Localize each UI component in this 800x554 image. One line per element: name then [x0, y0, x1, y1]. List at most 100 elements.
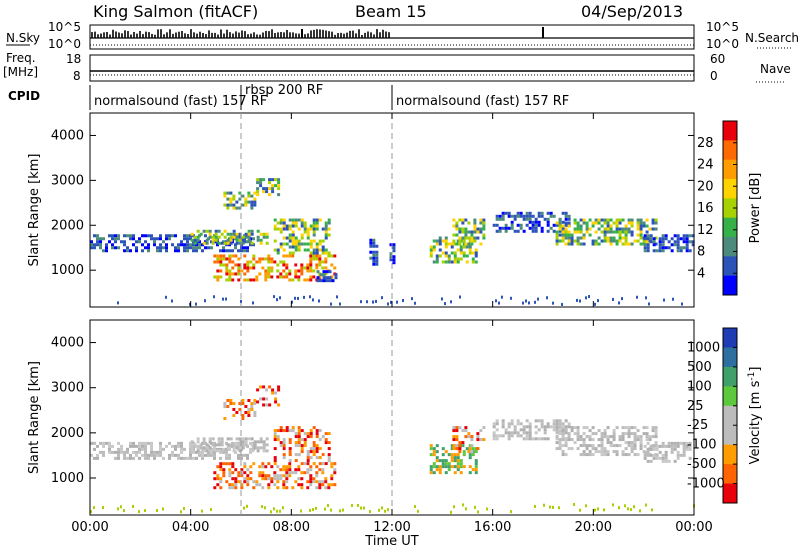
echo-cell [208, 440, 212, 444]
echo-cell [291, 275, 295, 279]
echo-cell [372, 262, 376, 266]
echo-cell [204, 240, 207, 244]
echo-cell [228, 447, 231, 451]
echo-cell [271, 190, 275, 194]
echo-cell [652, 456, 656, 460]
echo-cell [330, 477, 334, 481]
echo-cell [661, 237, 665, 241]
echo-cell [192, 243, 195, 247]
echo-cell [210, 450, 213, 454]
echo-cell [219, 462, 223, 466]
echo-cell [315, 486, 319, 490]
echo-cell [330, 269, 334, 273]
echo-cell [288, 233, 292, 237]
echo-cell [561, 438, 565, 442]
echo-cell [525, 217, 529, 221]
echo-cell [243, 465, 247, 469]
echo-cell [579, 227, 583, 231]
echo-cell [282, 447, 286, 451]
echo-cell [186, 237, 189, 241]
echo-cell [476, 230, 480, 234]
echo-cell [429, 248, 433, 252]
echo-cell [300, 486, 304, 490]
echo-cell [476, 435, 480, 439]
echo-cell [609, 236, 613, 240]
echo-cell [453, 459, 457, 463]
echo-cell [432, 462, 436, 466]
echo-cell [99, 246, 102, 250]
echo-cell [576, 426, 580, 430]
ground-scatter [594, 302, 596, 306]
echo-cell [470, 236, 474, 240]
echo-cell [256, 403, 260, 407]
echo-cell [321, 480, 325, 484]
echo-cell [435, 450, 439, 454]
echo-cell [277, 397, 281, 401]
echo-cell [189, 453, 192, 457]
echo-cell [676, 249, 680, 253]
echo-cell [447, 453, 451, 457]
echo-cell [438, 465, 442, 469]
echo-cell [464, 242, 468, 246]
echo-cell [591, 239, 595, 243]
echo-cell [244, 404, 248, 408]
echo-cell [579, 218, 583, 222]
echo-cell [582, 438, 586, 442]
echo-cell [688, 441, 692, 445]
echo-cell [327, 441, 331, 445]
echo-cell [546, 223, 550, 227]
echo-cell [285, 426, 289, 430]
echo-cell [267, 275, 271, 279]
echo-cell [482, 227, 486, 231]
echo-cell [633, 239, 637, 243]
echo-cell [522, 229, 526, 233]
echo-cell [645, 230, 649, 234]
echo-cell [303, 227, 307, 231]
echo-cell [312, 480, 316, 484]
echo-cell [645, 224, 649, 228]
echo-cell [285, 447, 289, 451]
echo-cell [132, 234, 135, 238]
echo-cell [285, 278, 289, 282]
ground-scatter [123, 509, 125, 513]
echo-cell [642, 426, 646, 430]
ground-scatter [102, 505, 104, 509]
echo-cell [297, 269, 301, 273]
echo-cell [655, 456, 659, 460]
echo-cell [243, 234, 246, 238]
echo-cell [450, 260, 454, 264]
echo-cell [168, 456, 171, 460]
echo-cell [561, 422, 565, 426]
echo-cell [256, 193, 260, 197]
echo-cell [546, 217, 550, 221]
echo-cell [636, 239, 640, 243]
echo-cell [243, 480, 247, 484]
echo-cell [252, 480, 256, 484]
echo-cell [444, 465, 448, 469]
echo-cell [588, 444, 592, 448]
echo-cell [333, 266, 337, 270]
echo-cell [306, 465, 310, 469]
echo-cell [534, 419, 538, 423]
echo-cell [268, 178, 272, 182]
echo-cell [318, 429, 322, 433]
echo-cell [256, 440, 260, 444]
echo-cell [309, 474, 313, 478]
echo-cell [168, 453, 171, 457]
echo-cell [327, 483, 331, 487]
echo-cell [213, 477, 217, 481]
echo-cell [303, 441, 307, 445]
echo-cell [375, 256, 379, 260]
echo-cell [226, 191, 230, 195]
echo-cell [244, 203, 248, 207]
ground-scatter [534, 504, 536, 508]
echo-cell [312, 230, 316, 234]
echo-cell [444, 242, 448, 246]
echo-cell [231, 249, 234, 253]
echo-cell [492, 431, 496, 435]
echo-cell [150, 447, 153, 451]
echo-cell [189, 444, 192, 448]
echo-cell [682, 234, 686, 238]
echo-cell [202, 229, 206, 233]
echo-cell [259, 238, 263, 242]
